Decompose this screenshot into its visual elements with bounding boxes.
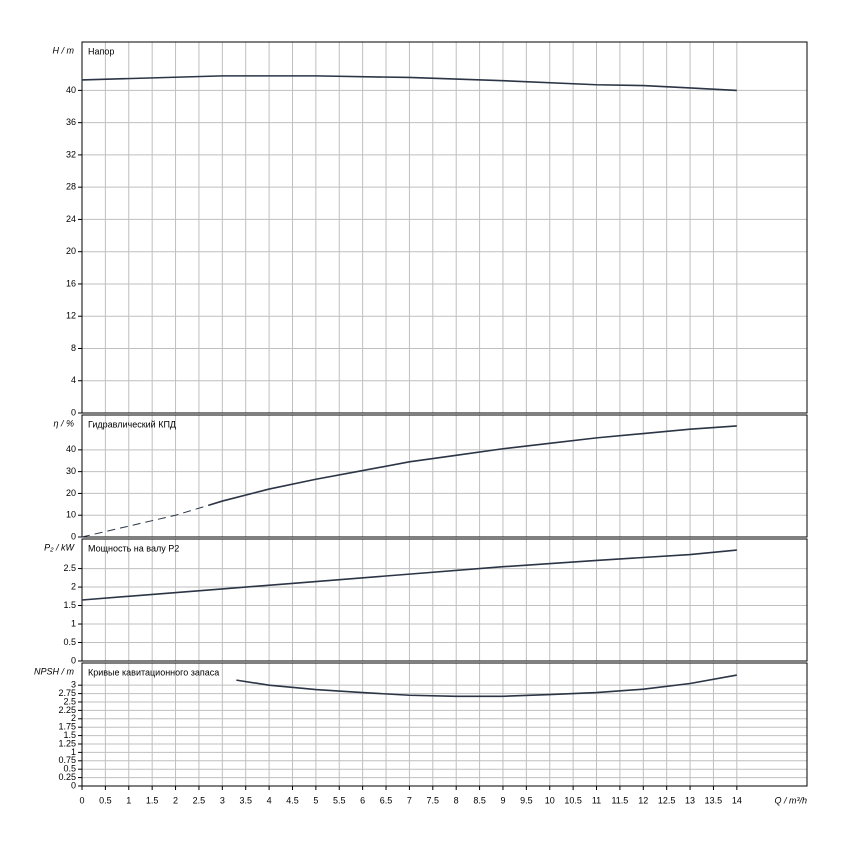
x-axis-label: Q / m³/h <box>774 795 807 805</box>
panel-title: Напор <box>88 46 114 56</box>
panel-frame <box>81 414 808 538</box>
y-tick-label: 0.25 <box>58 772 76 782</box>
y-tick-label: 0 <box>71 655 76 665</box>
x-tick-label: 11.5 <box>611 795 628 805</box>
y-tick-label: 0 <box>71 531 76 541</box>
panel-title: Кривые кавитационного запаса <box>88 667 219 677</box>
x-tick-label: 7.5 <box>427 795 440 805</box>
x-tick-label: 5 <box>313 795 318 805</box>
y-tick-label: 8 <box>71 343 76 353</box>
curve <box>81 75 737 92</box>
y-axis-label: P₂ / kW <box>44 542 75 552</box>
x-tick-label: 8.5 <box>473 795 486 805</box>
y-tick-label: 40 <box>66 444 76 454</box>
x-tick-label: 0 <box>79 795 84 805</box>
y-tick-label: 0 <box>71 780 76 790</box>
y-tick-label: 3 <box>71 680 76 690</box>
x-tick-label: 3.5 <box>239 795 252 805</box>
y-tick-label: 1 <box>71 618 76 628</box>
x-tick-label: 1.5 <box>146 795 159 805</box>
x-tick-label: 9.5 <box>520 795 533 805</box>
y-tick-label: 16 <box>66 278 76 288</box>
panel-border <box>81 662 808 787</box>
x-tick-label: 10.5 <box>564 795 582 805</box>
x-tick-label: 1 <box>126 795 131 805</box>
y-tick-label: 2.5 <box>63 696 76 706</box>
y-tick-label: 20 <box>66 246 76 256</box>
y-tick-label: 20 <box>66 488 76 498</box>
x-tick-label: 4 <box>267 795 272 805</box>
y-axis-label: NPSH / m <box>34 666 75 676</box>
curve <box>236 674 737 698</box>
y-axis-label: H / m <box>53 45 75 55</box>
x-tick-label: 10 <box>545 795 555 805</box>
x-tick-label: 4.5 <box>286 795 299 805</box>
y-tick-label: 0.5 <box>63 637 76 647</box>
y-tick-label: 2 <box>71 713 76 723</box>
curve <box>81 549 737 601</box>
y-tick-label: 4 <box>71 375 76 385</box>
x-tick-label: 2.5 <box>193 795 206 805</box>
x-tick-label: 13 <box>685 795 695 805</box>
y-tick-label: 28 <box>66 182 76 192</box>
y-tick-label: 1 <box>71 747 76 757</box>
y-tick-label: 2.75 <box>58 688 76 698</box>
x-tick-label: 5.5 <box>333 795 346 805</box>
curve <box>81 504 209 538</box>
y-tick-label: 1.5 <box>63 730 76 740</box>
x-tick-label: 11 <box>592 795 601 805</box>
y-tick-label: 10 <box>66 510 76 520</box>
y-tick-label: 40 <box>66 85 76 95</box>
curve <box>208 425 737 507</box>
y-tick-label: 1.25 <box>58 738 76 748</box>
x-tick-label: 3 <box>220 795 225 805</box>
y-tick-label: 0.75 <box>58 755 76 765</box>
x-tick-label: 0.5 <box>99 795 112 805</box>
x-tick-label: 14 <box>732 795 742 805</box>
y-tick-label: 2.25 <box>58 705 76 715</box>
x-tick-label: 9 <box>500 795 505 805</box>
y-tick-label: 36 <box>66 117 76 127</box>
x-tick-label: 6.5 <box>380 795 393 805</box>
y-tick-label: 1.5 <box>63 600 76 610</box>
y-tick-label: 1.75 <box>58 722 76 732</box>
y-axis-label: η / % <box>53 418 74 428</box>
y-tick-label: 0.5 <box>63 764 76 774</box>
x-tick-label: 8 <box>454 795 459 805</box>
y-tick-label: 2.5 <box>63 563 76 573</box>
y-tick-label: 2 <box>71 581 76 591</box>
y-tick-label: 0 <box>71 407 76 417</box>
y-tick-label: 30 <box>66 466 76 476</box>
panel-title: Мощность на валу P2 <box>88 543 179 553</box>
panel-frame <box>81 41 808 414</box>
panel-frame <box>81 538 808 662</box>
x-tick-label: 12 <box>638 795 648 805</box>
y-tick-label: 12 <box>66 311 76 321</box>
y-tick-label: 32 <box>66 149 76 159</box>
x-tick-label: 12.5 <box>658 795 676 805</box>
panel-border <box>81 41 808 414</box>
panel-border <box>81 414 808 538</box>
x-tick-label: 6 <box>360 795 365 805</box>
x-tick-label: 7 <box>407 795 412 805</box>
x-tick-label: 2 <box>173 795 178 805</box>
y-tick-label: 24 <box>66 214 76 224</box>
x-tick-label: 13.5 <box>705 795 723 805</box>
panel-title: Гидравлический КПД <box>88 419 176 429</box>
